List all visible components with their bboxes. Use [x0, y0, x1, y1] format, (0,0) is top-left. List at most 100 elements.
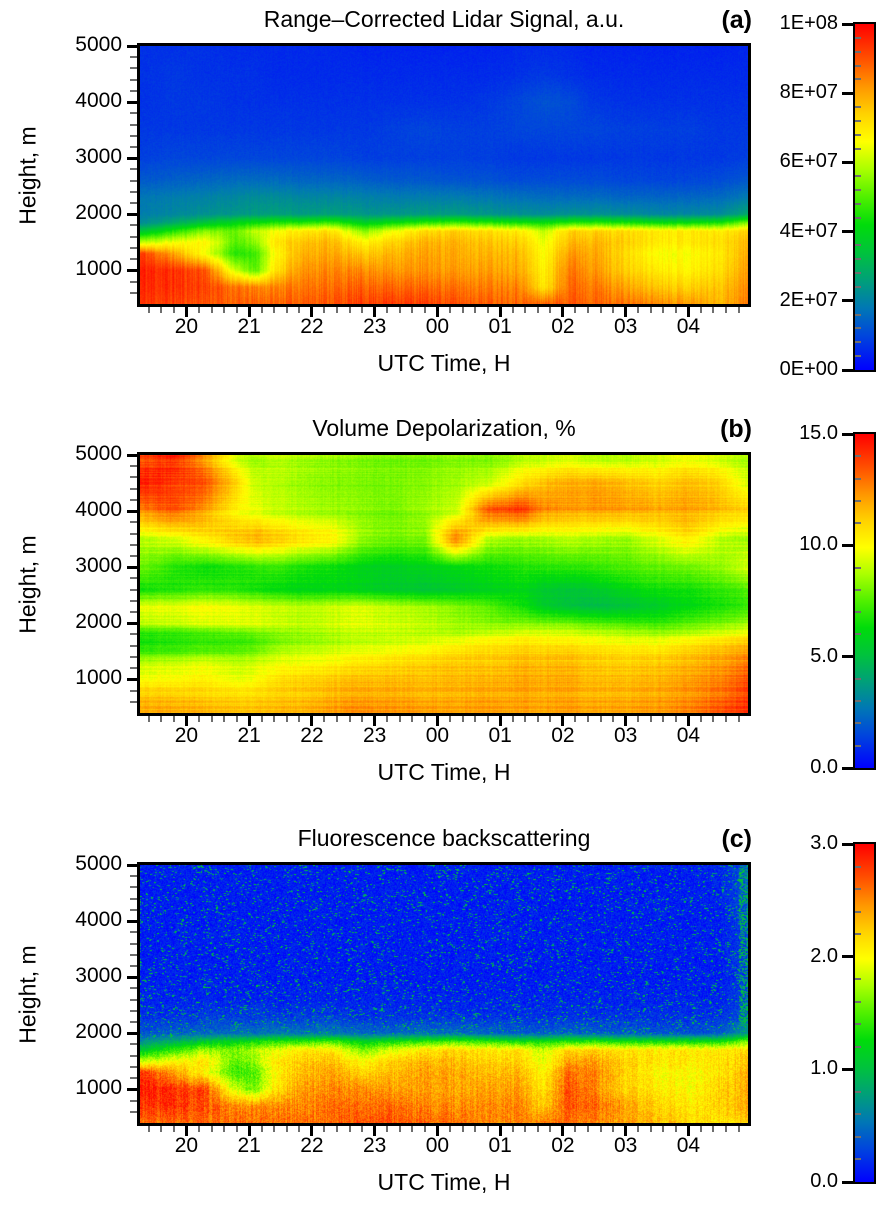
x-major-tick: [310, 1126, 314, 1136]
y-minor-tick: [130, 78, 137, 81]
x-major-tick: [247, 1126, 251, 1136]
y-tick-label: 3000: [75, 554, 122, 578]
y-tick-label: 5000: [75, 33, 122, 56]
x-major-tick: [498, 716, 502, 726]
y-minor-tick: [130, 689, 137, 692]
colorbar-minor-tick: [855, 1090, 861, 1093]
x-tick-label: 02: [551, 1134, 575, 1157]
colorbar-minor-tick: [855, 477, 861, 480]
x-minor-tick: [737, 307, 740, 313]
colorbar-minor-tick: [855, 36, 861, 39]
y-minor-tick: [130, 67, 137, 70]
y-minor-tick: [130, 1054, 137, 1057]
x-major-tick: [247, 307, 251, 317]
x-tick-label: 04: [676, 315, 701, 338]
y-tick-label: 5000: [75, 852, 122, 875]
x-tick-label: 21: [237, 1134, 261, 1157]
colorbar-tick-label: 8E+07: [779, 81, 838, 104]
x-minor-tick: [172, 716, 175, 722]
x-minor-tick: [323, 307, 326, 313]
x-major-tick: [686, 307, 690, 317]
y-major-tick: [127, 453, 137, 457]
x-minor-tick: [448, 716, 451, 722]
panel-a-title: Range–Corrected Lidar Signal, a.u.: [263, 6, 625, 32]
colorbar-minor-tick: [855, 258, 861, 261]
colorbar-minor-tick: [855, 119, 861, 122]
x-major-tick: [624, 307, 628, 317]
x-minor-tick: [662, 307, 665, 313]
y-minor-tick: [130, 1110, 137, 1113]
colorbar-major-tick: [842, 432, 853, 436]
colorbar-minor-tick: [855, 64, 861, 67]
colorbar-minor-tick: [855, 588, 861, 591]
y-minor-tick: [130, 168, 137, 171]
x-minor-tick: [486, 307, 489, 313]
x-minor-tick: [398, 716, 401, 722]
x-minor-tick: [536, 307, 539, 313]
colorbar-minor-tick: [855, 978, 861, 981]
x-minor-tick: [411, 307, 414, 313]
y-minor-tick: [130, 953, 137, 956]
heatmap-canvas-b: [140, 455, 748, 713]
colorbar-tick-label: 10.0: [799, 533, 838, 556]
y-tick-label: 4000: [75, 89, 122, 113]
x-minor-tick: [511, 307, 514, 313]
y-minor-tick: [130, 179, 137, 182]
x-major-tick: [310, 716, 314, 726]
y-minor-tick: [130, 258, 137, 261]
x-minor-tick: [423, 307, 426, 313]
y-minor-tick: [130, 224, 137, 227]
x-minor-tick: [549, 1126, 552, 1132]
x-tick-label: 03: [613, 724, 638, 747]
x-minor-tick: [662, 716, 665, 722]
colorbar-minor-tick: [855, 78, 861, 81]
colorbar-tick-label: 2.0: [810, 944, 838, 967]
colorbar-minor-tick: [855, 1113, 861, 1116]
y-tick-label: 1000: [75, 1076, 122, 1100]
plot-frame: [137, 862, 751, 1126]
y-minor-tick: [130, 202, 137, 205]
plot-area-a: [137, 43, 751, 307]
colorbar-gradient: [853, 22, 876, 372]
colorbar-tick-label: 3.0: [810, 832, 838, 854]
colorbar-tick-label: 0.0: [810, 1170, 838, 1192]
y-major-tick: [127, 1031, 137, 1035]
colorbar-tick-label: 4E+07: [779, 219, 838, 242]
y-minor-tick: [130, 1099, 137, 1102]
y-tick-label: 4000: [75, 498, 122, 522]
panel-b: Volume Depolarization, % (b) Height, m U…: [0, 409, 878, 814]
panel-c-title: Fluorescence backscattering: [297, 825, 591, 851]
x-axis-label: UTC Time, H: [377, 759, 511, 785]
x-major-tick: [686, 716, 690, 726]
x-minor-tick: [323, 1126, 326, 1132]
heatmap-canvas-a: [140, 46, 748, 304]
x-tick-label: 03: [613, 315, 638, 338]
colorbar-tick-label: 5.0: [810, 644, 838, 667]
x-minor-tick: [524, 716, 527, 722]
y-minor-tick: [130, 543, 137, 546]
x-minor-tick: [448, 307, 451, 313]
x-minor-tick: [285, 1126, 288, 1132]
x-minor-tick: [524, 307, 527, 313]
x-minor-tick: [235, 307, 238, 313]
y-tick-label: 1000: [75, 257, 122, 281]
x-minor-tick: [674, 1126, 677, 1132]
x-tick-label: 20: [174, 315, 199, 338]
x-minor-tick: [524, 1126, 527, 1132]
colorbar-major-tick: [842, 368, 853, 372]
colorbar-tick-label: 2E+07: [779, 288, 838, 311]
x-minor-tick: [298, 1126, 301, 1132]
colorbar-major-tick: [842, 842, 853, 846]
y-minor-tick: [130, 908, 137, 911]
x-major-tick: [498, 307, 502, 317]
colorbar-minor-tick: [855, 313, 861, 316]
colorbar-tick-label: 1E+08: [779, 12, 838, 34]
colorbar-major-tick: [842, 655, 853, 659]
x-minor-tick: [599, 307, 602, 313]
x-minor-tick: [172, 1126, 175, 1132]
y-tick-label: 2000: [75, 1020, 122, 1044]
x-minor-tick: [147, 716, 150, 722]
x-minor-tick: [160, 307, 163, 313]
colorbar-minor-tick: [855, 633, 861, 636]
x-minor-tick: [637, 307, 640, 313]
